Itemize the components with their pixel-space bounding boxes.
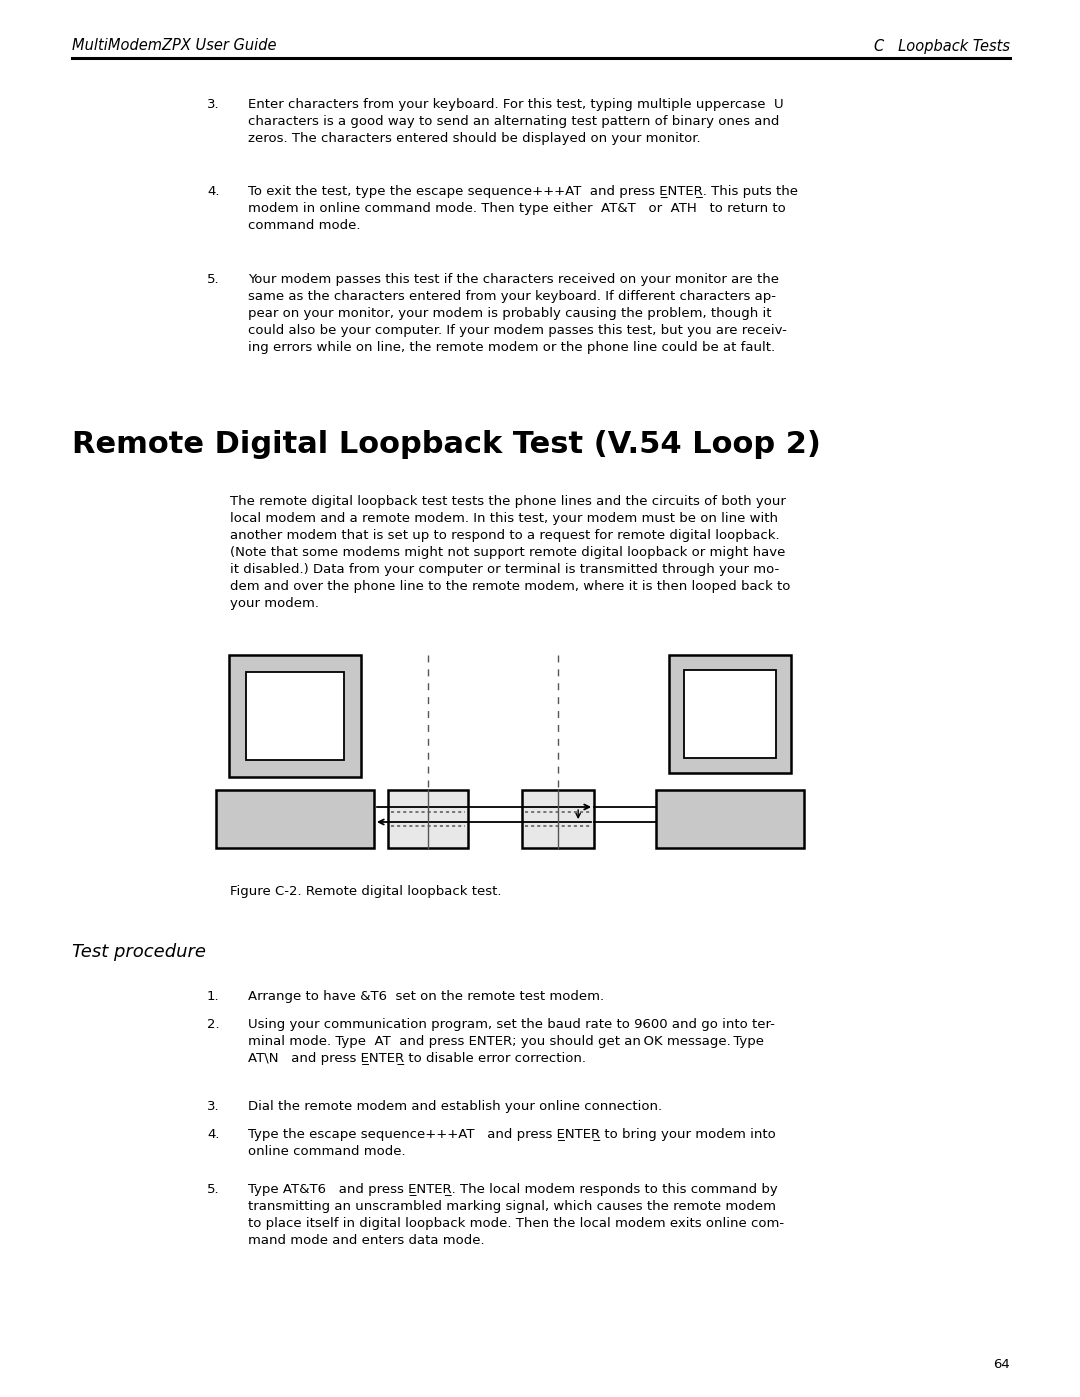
Text: MultiModemZPX User Guide: MultiModemZPX User Guide — [72, 39, 276, 53]
Text: The remote digital loopback test tests the phone lines and the circuits of both : The remote digital loopback test tests t… — [230, 495, 791, 610]
Text: Dial the remote modem and establish your online connection.: Dial the remote modem and establish your… — [248, 1099, 662, 1113]
Text: 5.: 5. — [207, 272, 219, 286]
Text: 1.: 1. — [207, 990, 219, 1003]
Bar — [522, 789, 594, 848]
Text: Figure C-2. Remote digital loopback test.: Figure C-2. Remote digital loopback test… — [230, 886, 501, 898]
Text: 4.: 4. — [207, 1127, 219, 1141]
Text: Enter characters from your keyboard. For this test, typing multiple uppercase  U: Enter characters from your keyboard. For… — [248, 98, 784, 145]
Bar — [216, 789, 374, 848]
Text: Test procedure: Test procedure — [72, 943, 206, 961]
Text: 4.: 4. — [207, 184, 219, 198]
Text: 3.: 3. — [207, 1099, 219, 1113]
Bar — [669, 655, 791, 773]
Bar — [388, 789, 468, 848]
Bar — [246, 672, 345, 760]
Text: To exit the test, type the escape sequence⁠+++AT  and press E̲NTER̲. This puts t: To exit the test, type the escape sequen… — [248, 184, 798, 232]
Text: 5.: 5. — [207, 1183, 219, 1196]
Text: Using your communication program, set the baud rate to 9600 and go into ter-
min: Using your communication program, set th… — [248, 1018, 774, 1065]
Text: Remote Digital Loopback Test (V.54 Loop 2): Remote Digital Loopback Test (V.54 Loop … — [72, 430, 821, 460]
Bar — [684, 671, 777, 759]
Text: Arrange to have &T6  set on the remote test modem.: Arrange to have &T6 set on the remote te… — [248, 990, 604, 1003]
Bar — [656, 789, 804, 848]
Text: 3.: 3. — [207, 98, 219, 110]
Text: Type AT&T6   and press E̲NTER̲. The local modem responds to this command by
tran: Type AT&T6 and press E̲NTER̲. The local … — [248, 1183, 784, 1248]
Text: Type the escape sequence⁠+++AT   and press E̲NTER̲ to bring your modem into
onli: Type the escape sequence⁠+++AT and press… — [248, 1127, 775, 1158]
Text: 64: 64 — [994, 1358, 1010, 1370]
Text: C   Loopback Tests: C Loopback Tests — [874, 39, 1010, 53]
Bar — [229, 655, 361, 777]
Text: 2.: 2. — [207, 1018, 219, 1031]
Text: Your modem passes this test if the characters received on your monitor are the
s: Your modem passes this test if the chara… — [248, 272, 787, 353]
